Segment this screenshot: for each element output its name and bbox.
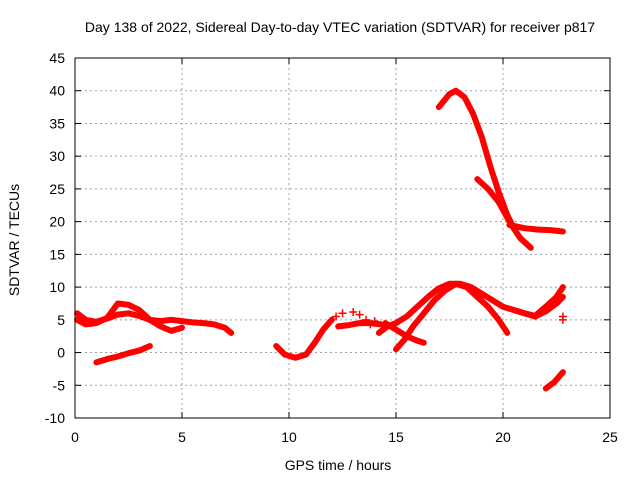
series-track-7 — [393, 280, 511, 353]
y-tick-label: 0 — [57, 345, 65, 361]
x-tick-label: 0 — [71, 429, 79, 445]
x-axis-title: GPS time / hours — [285, 457, 392, 473]
y-tick-label: 5 — [57, 312, 65, 328]
x-tick-label: 15 — [388, 429, 404, 445]
x-tick-label: 25 — [602, 429, 618, 445]
data-point-8 — [558, 315, 567, 324]
grid — [75, 58, 610, 418]
data-series — [74, 87, 566, 392]
y-tick-label: -5 — [53, 377, 66, 393]
y-tick-label: 35 — [49, 115, 65, 131]
series-track-2 — [74, 300, 185, 334]
series-track-13 — [542, 369, 566, 392]
data-point-6 — [370, 317, 379, 326]
data-markers — [332, 307, 567, 329]
series-track-11 — [506, 221, 566, 235]
x-tick-label: 10 — [281, 429, 297, 445]
series-track-12 — [510, 284, 566, 319]
data-point-0 — [332, 312, 341, 321]
series-track-4 — [273, 316, 335, 361]
series-track-10 — [474, 176, 534, 251]
series-track-8 — [382, 320, 427, 346]
y-tick-label: -10 — [45, 410, 65, 426]
y-axis-title: SDTVAR / TECUs — [6, 184, 22, 296]
axis-ticks: 0 5 10 15 20 25 -10 -5 0 5 10 15 20 25 30 35 40 45 — [45, 50, 618, 445]
y-tick-label: 15 — [49, 246, 65, 262]
data-point-5 — [366, 320, 375, 329]
y-tick-label: 40 — [49, 83, 65, 99]
data-point-3 — [355, 310, 364, 319]
data-point-1 — [338, 309, 347, 318]
plot-frame — [74, 57, 611, 419]
y-tick-label: 20 — [49, 214, 65, 230]
chart-title: Day 138 of 2022, Sidereal Day-to-day VTE… — [85, 19, 595, 35]
y-tick-label: 45 — [49, 50, 65, 66]
data-point-2 — [349, 307, 358, 316]
y-tick-label: 30 — [49, 148, 65, 164]
y-tick-label: 25 — [49, 181, 65, 197]
series-track-3 — [93, 343, 153, 366]
x-tick-label: 5 — [178, 429, 186, 445]
x-tick-label: 20 — [495, 429, 511, 445]
y-tick-label: 10 — [49, 279, 65, 295]
data-point-4 — [362, 315, 371, 324]
